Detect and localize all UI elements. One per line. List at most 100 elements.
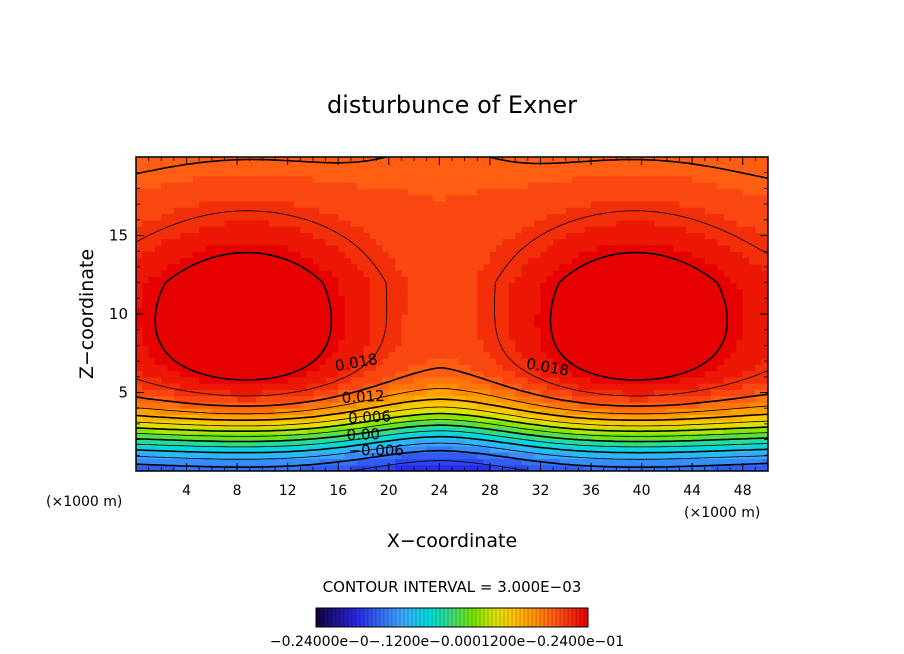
- field-cell: [294, 332, 301, 340]
- field-cell: [161, 301, 169, 309]
- field-cell: [527, 439, 535, 447]
- field-cell: [736, 345, 744, 353]
- field-cell: [243, 439, 251, 447]
- field-cell: [736, 282, 744, 290]
- field-cell: [414, 295, 421, 303]
- field-cell: [502, 238, 510, 246]
- field-cell: [458, 276, 466, 284]
- field-cell: [654, 376, 662, 384]
- field-cell: [325, 257, 333, 265]
- field-cell: [628, 276, 636, 284]
- field-cell: [256, 320, 263, 328]
- field-cell: [736, 244, 744, 252]
- field-cell: [306, 295, 314, 303]
- field-cell: [628, 295, 636, 303]
- field-cell: [407, 244, 415, 252]
- field-cell: [508, 188, 516, 196]
- field-cell: [755, 270, 763, 277]
- field-cell: [496, 357, 504, 365]
- field-cell: [559, 219, 567, 227]
- field-cell: [698, 458, 706, 466]
- field-cell: [388, 439, 396, 447]
- field-cell: [275, 163, 282, 171]
- field-cell: [553, 370, 561, 378]
- field-cell: [628, 383, 636, 390]
- field-cell: [496, 213, 504, 221]
- field-cell: [426, 163, 434, 171]
- field-cell: [154, 433, 162, 441]
- field-cell: [325, 339, 333, 346]
- field-cell: [666, 188, 674, 196]
- field-cell: [230, 445, 238, 453]
- field-cell: [395, 433, 403, 441]
- field-cell: [717, 458, 725, 466]
- field-cell: [382, 194, 390, 202]
- field-cell: [414, 395, 421, 403]
- field-cell: [610, 188, 617, 196]
- field-cell: [256, 458, 263, 466]
- field-cell: [742, 213, 750, 221]
- field-cell: [685, 182, 693, 189]
- field-cell: [546, 301, 554, 309]
- field-cell: [439, 270, 447, 277]
- field-cell: [249, 163, 257, 171]
- field-cell: [755, 301, 763, 309]
- field-cell: [382, 169, 390, 177]
- field-cell: [414, 351, 421, 359]
- field-cell: [603, 175, 611, 183]
- field-cell: [136, 439, 143, 447]
- field-cell: [591, 445, 598, 453]
- field-cell: [508, 370, 516, 378]
- field-cell: [420, 314, 428, 321]
- field-cell: [622, 357, 630, 365]
- field-cell: [685, 357, 693, 365]
- field-cell: [464, 351, 472, 359]
- field-cell: [306, 263, 314, 271]
- field-cell: [660, 194, 668, 202]
- field-cell: [256, 207, 263, 215]
- field-cell: [660, 351, 668, 359]
- field-cell: [180, 401, 188, 409]
- field-cell: [749, 427, 756, 434]
- field-cell: [622, 175, 630, 183]
- field-cell: [306, 257, 314, 265]
- field-cell: [211, 326, 219, 334]
- field-cell: [685, 370, 693, 378]
- field-cell: [167, 427, 175, 434]
- field-cell: [578, 238, 586, 246]
- field-cell: [237, 188, 245, 196]
- field-cell: [445, 157, 453, 164]
- field-cell: [584, 207, 592, 215]
- field-cell: [508, 320, 516, 328]
- field-cell: [521, 395, 529, 403]
- field-cell: [584, 251, 592, 259]
- field-cell: [230, 263, 238, 271]
- field-cell: [243, 420, 251, 428]
- field-cell: [477, 194, 485, 202]
- field-cell: [553, 282, 561, 290]
- field-cell: [205, 257, 213, 265]
- field-cell: [546, 232, 554, 240]
- field-cell: [426, 219, 434, 227]
- field-cell: [142, 433, 150, 441]
- field-cell: [749, 401, 756, 409]
- field-cell: [256, 339, 263, 346]
- field-cell: [470, 282, 478, 290]
- field-cell: [591, 439, 598, 447]
- field-cell: [243, 232, 251, 240]
- field-cell: [350, 244, 358, 252]
- field-cell: [161, 270, 169, 277]
- field-cell: [749, 182, 756, 189]
- field-cell: [312, 458, 320, 466]
- field-cell: [477, 314, 485, 321]
- field-cell: [470, 332, 478, 340]
- field-cell: [540, 200, 548, 208]
- field-cell: [521, 219, 529, 227]
- field-cell: [420, 226, 428, 233]
- field-cell: [616, 276, 624, 284]
- field-cell: [685, 332, 693, 340]
- field-cell: [142, 401, 150, 409]
- field-cell: [338, 263, 346, 271]
- field-cell: [546, 332, 554, 340]
- field-cell: [736, 389, 744, 397]
